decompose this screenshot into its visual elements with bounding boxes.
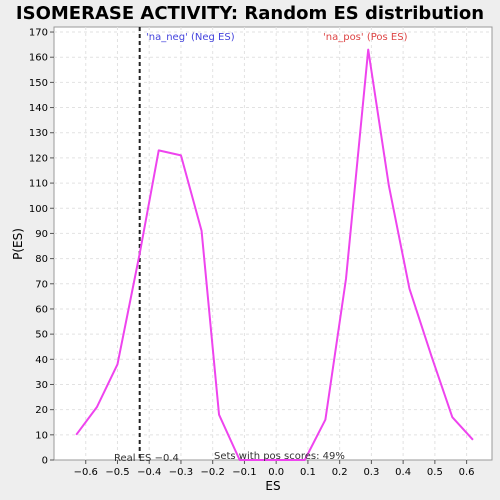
x-tick-label: −0.3: [169, 467, 193, 478]
y-tick-label: 130: [29, 128, 48, 139]
y-tick-label: 80: [35, 254, 48, 265]
y-tick-label: 150: [29, 78, 48, 89]
y-axis-label: P(ES): [11, 228, 25, 260]
x-axis-label: ES: [265, 479, 280, 493]
y-tick-label: 120: [29, 153, 48, 164]
x-tick-label: −0.1: [232, 467, 256, 478]
x-tick-label: −0.2: [201, 467, 225, 478]
chart-title: ISOMERASE ACTIVITY: Random ES distributi…: [16, 3, 484, 24]
real-es-label: Real ES −0.4: [114, 453, 179, 464]
y-tick-label: 10: [35, 430, 48, 441]
x-tick-label: 0.6: [459, 467, 475, 478]
x-tick-label: 0.4: [395, 467, 411, 478]
neg-es-label: 'na_neg' (Neg ES): [146, 32, 235, 43]
x-tick-label: 0.5: [427, 467, 443, 478]
y-axis-ticks: 0 10 20 30 40 50 60 70 80 90 100 110 120 130 140 150 160…: [29, 28, 54, 467]
y-tick-label: 30: [35, 380, 48, 391]
y-tick-label: 140: [29, 103, 48, 114]
y-tick-label: 110: [29, 179, 48, 190]
y-tick-label: 60: [35, 304, 48, 315]
x-tick-label: −0.5: [105, 467, 129, 478]
x-tick-label: 0.2: [332, 467, 348, 478]
y-tick-label: 40: [35, 355, 48, 366]
x-tick-label: −0.4: [137, 467, 161, 478]
pos-scores-label: Sets with pos scores: 49%: [214, 451, 345, 462]
y-tick-label: 50: [35, 330, 48, 341]
x-tick-label: 0.0: [268, 467, 284, 478]
y-tick-label: 100: [29, 204, 48, 215]
y-tick-label: 160: [29, 53, 48, 64]
plot-area: [54, 27, 492, 460]
y-tick-label: 70: [35, 279, 48, 290]
y-tick-label: 170: [29, 28, 48, 39]
x-tick-label: 0.1: [300, 467, 316, 478]
pos-es-label: 'na_pos' (Pos ES): [323, 32, 408, 43]
x-tick-label: −0.6: [74, 467, 98, 478]
y-tick-label: 0: [42, 456, 48, 467]
y-tick-label: 90: [35, 229, 48, 240]
y-tick-label: 20: [35, 405, 48, 416]
x-tick-label: 0.3: [363, 467, 379, 478]
